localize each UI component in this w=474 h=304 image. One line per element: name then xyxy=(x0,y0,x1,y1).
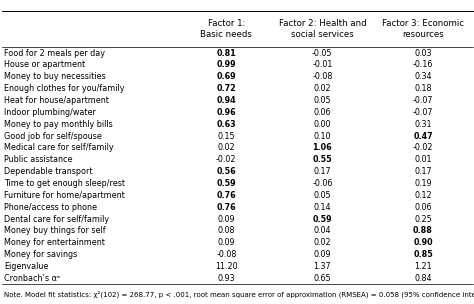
Text: Factor 2: Health and
social services: Factor 2: Health and social services xyxy=(279,19,366,39)
Text: Dependable transport: Dependable transport xyxy=(4,167,92,176)
Text: 0.55: 0.55 xyxy=(312,155,332,164)
Text: 0.06: 0.06 xyxy=(314,108,331,117)
Text: 11.20: 11.20 xyxy=(215,262,237,271)
Text: 0.05: 0.05 xyxy=(313,96,331,105)
Text: Heat for house/apartment: Heat for house/apartment xyxy=(4,96,109,105)
Text: Money for savings: Money for savings xyxy=(4,250,77,259)
Text: Medical care for self/family: Medical care for self/family xyxy=(4,143,113,152)
Text: -0.06: -0.06 xyxy=(312,179,332,188)
Text: 0.12: 0.12 xyxy=(414,191,432,200)
Text: -0.02: -0.02 xyxy=(216,155,237,164)
Text: House or apartment: House or apartment xyxy=(4,60,85,69)
Text: 0.81: 0.81 xyxy=(217,49,236,57)
Text: Enough clothes for you/family: Enough clothes for you/family xyxy=(4,84,124,93)
Text: 0.99: 0.99 xyxy=(217,60,236,69)
Text: 0.05: 0.05 xyxy=(313,191,331,200)
Text: 0.14: 0.14 xyxy=(314,203,331,212)
Text: Factor 3: Economic
resources: Factor 3: Economic resources xyxy=(382,19,464,39)
Text: 0.19: 0.19 xyxy=(414,179,432,188)
Text: 0.02: 0.02 xyxy=(313,84,331,93)
Text: 0.10: 0.10 xyxy=(314,132,331,140)
Text: 0.09: 0.09 xyxy=(218,215,235,223)
Text: -0.16: -0.16 xyxy=(413,60,433,69)
Text: 0.15: 0.15 xyxy=(218,132,235,140)
Text: 0.63: 0.63 xyxy=(217,120,236,129)
Text: 0.93: 0.93 xyxy=(218,274,235,283)
Text: 0.09: 0.09 xyxy=(313,250,331,259)
Text: 0.00: 0.00 xyxy=(314,120,331,129)
Text: Money buy things for self: Money buy things for self xyxy=(4,226,105,235)
Text: 0.56: 0.56 xyxy=(217,167,236,176)
Text: 0.88: 0.88 xyxy=(413,226,433,235)
Text: 0.72: 0.72 xyxy=(217,84,236,93)
Text: Good job for self/spouse: Good job for self/spouse xyxy=(4,132,101,140)
Text: Food for 2 meals per day: Food for 2 meals per day xyxy=(4,49,105,57)
Text: 1.21: 1.21 xyxy=(414,262,432,271)
Text: 0.94: 0.94 xyxy=(217,96,236,105)
Text: -0.08: -0.08 xyxy=(312,72,332,81)
Text: 0.02: 0.02 xyxy=(313,238,331,247)
Text: Dental care for self/family: Dental care for self/family xyxy=(4,215,109,223)
Text: 0.85: 0.85 xyxy=(413,250,433,259)
Text: Eigenvalue: Eigenvalue xyxy=(4,262,48,271)
Text: -0.02: -0.02 xyxy=(413,143,433,152)
Text: 0.76: 0.76 xyxy=(217,191,236,200)
Text: 0.84: 0.84 xyxy=(414,274,432,283)
Text: Money for entertainment: Money for entertainment xyxy=(4,238,105,247)
Text: -0.08: -0.08 xyxy=(216,250,237,259)
Text: Furniture for home/apartment: Furniture for home/apartment xyxy=(4,191,125,200)
Text: 0.06: 0.06 xyxy=(414,203,432,212)
Text: 1.37: 1.37 xyxy=(313,262,331,271)
Text: -0.05: -0.05 xyxy=(312,49,333,57)
Text: Cronbach’s αᵃ: Cronbach’s αᵃ xyxy=(4,274,60,283)
Text: 0.34: 0.34 xyxy=(414,72,432,81)
Text: Note. Model fit statistics: χ²(102) = 268.77, p < .001, root mean square error o: Note. Model fit statistics: χ²(102) = 26… xyxy=(4,290,474,298)
Text: Money to pay monthly bills: Money to pay monthly bills xyxy=(4,120,112,129)
Text: 0.76: 0.76 xyxy=(217,203,236,212)
Text: 0.96: 0.96 xyxy=(217,108,236,117)
Text: 0.03: 0.03 xyxy=(414,49,432,57)
Text: Money to buy necessities: Money to buy necessities xyxy=(4,72,105,81)
Text: 0.69: 0.69 xyxy=(217,72,236,81)
Text: 0.90: 0.90 xyxy=(413,238,433,247)
Text: Indoor plumbing/water: Indoor plumbing/water xyxy=(4,108,96,117)
Text: 0.17: 0.17 xyxy=(313,167,331,176)
Text: 0.17: 0.17 xyxy=(414,167,432,176)
Text: 1.06: 1.06 xyxy=(312,143,332,152)
Text: Time to get enough sleep/rest: Time to get enough sleep/rest xyxy=(4,179,125,188)
Text: Factor 1:
Basic needs: Factor 1: Basic needs xyxy=(201,19,252,39)
Text: 0.01: 0.01 xyxy=(414,155,432,164)
Text: 0.25: 0.25 xyxy=(414,215,432,223)
Text: Phone/access to phone: Phone/access to phone xyxy=(4,203,97,212)
Text: -0.07: -0.07 xyxy=(413,96,433,105)
Text: 0.31: 0.31 xyxy=(414,120,432,129)
Text: 0.04: 0.04 xyxy=(314,226,331,235)
Text: 0.47: 0.47 xyxy=(413,132,433,140)
Text: 0.09: 0.09 xyxy=(218,238,235,247)
Text: 0.02: 0.02 xyxy=(218,143,235,152)
Text: -0.01: -0.01 xyxy=(312,60,332,69)
Text: 0.65: 0.65 xyxy=(313,274,331,283)
Text: 0.59: 0.59 xyxy=(312,215,332,223)
Text: 0.08: 0.08 xyxy=(218,226,235,235)
Text: Public assistance: Public assistance xyxy=(4,155,73,164)
Text: 0.59: 0.59 xyxy=(217,179,236,188)
Text: -0.07: -0.07 xyxy=(413,108,433,117)
Text: 0.18: 0.18 xyxy=(414,84,432,93)
